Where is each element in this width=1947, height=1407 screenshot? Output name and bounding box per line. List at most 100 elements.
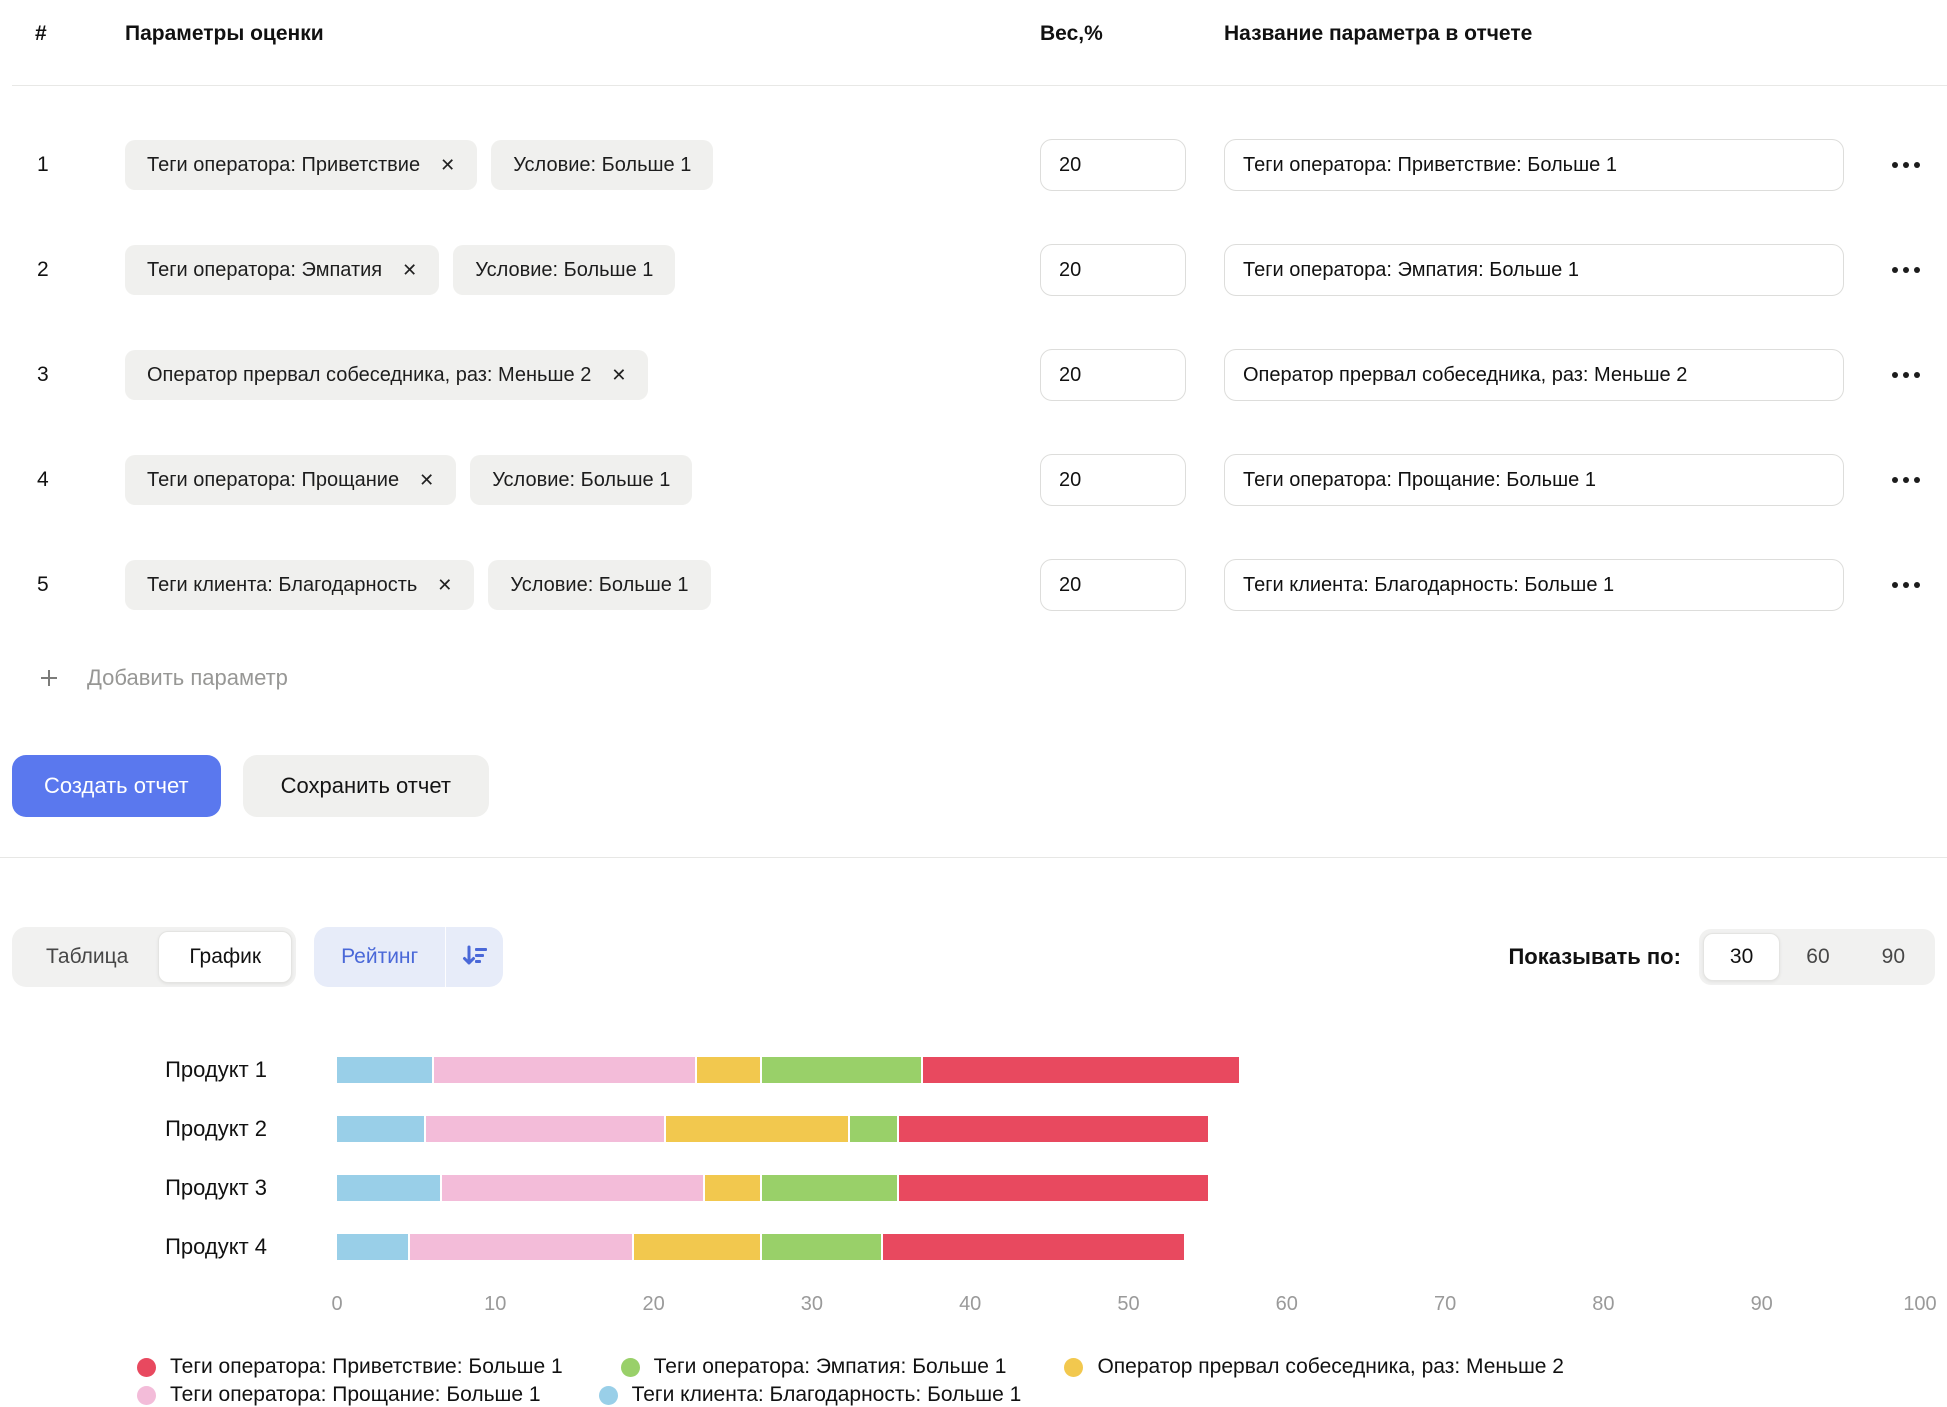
chart-bar-track <box>337 1234 1920 1260</box>
tab-chart[interactable]: График <box>158 931 293 983</box>
chart-x-axis: 0 10 20 30 40 50 60 70 80 90 100 <box>331 1293 1936 1319</box>
row-number: 2 <box>37 258 49 281</box>
condition-chip[interactable]: Условие: Больше 1 <box>453 245 676 295</box>
page-size-30[interactable]: 30 <box>1702 933 1781 981</box>
chart-row: Продукт 2 <box>12 1116 1947 1142</box>
parameter-tag-chip[interactable]: Теги оператора: Прощание ✕ <box>125 455 457 505</box>
condition-label: Условие: Больше 1 <box>492 468 671 491</box>
bar-segment <box>922 1057 1240 1083</box>
parameter-tag-label: Оператор прервал собеседника, раз: Меньш… <box>147 363 592 386</box>
axis-tick-label: 100 <box>1903 1293 1937 1315</box>
legend-item: Оператор прервал собеседника, раз: Меньш… <box>1064 1355 1564 1379</box>
weight-input[interactable] <box>1040 244 1186 296</box>
row-number: 5 <box>37 573 49 596</box>
bar-segment <box>337 1057 432 1083</box>
condition-label: Условие: Больше 1 <box>513 153 692 176</box>
bar-segment <box>426 1116 664 1142</box>
axis-tick-label: 40 <box>959 1293 982 1315</box>
report-name-input[interactable] <box>1224 559 1844 611</box>
table-row: 1 Теги оператора: Приветствие ✕ Условие:… <box>12 139 1947 191</box>
report-name-input[interactable] <box>1224 349 1844 401</box>
report-name-input[interactable] <box>1224 244 1844 296</box>
more-menu-button[interactable] <box>1882 572 1930 598</box>
parameter-tag-chip[interactable]: Теги оператора: Эмпатия ✕ <box>125 245 440 295</box>
weight-input[interactable] <box>1040 139 1186 191</box>
axis-tick-label: 80 <box>1592 1293 1615 1315</box>
rating-control: Рейтинг <box>314 927 504 987</box>
parameter-tag-chip[interactable]: Теги клиента: Благодарность ✕ <box>125 560 475 610</box>
axis-tick-label: 50 <box>1117 1293 1140 1315</box>
legend-label: Теги оператора: Эмпатия: Больше 1 <box>653 1355 1007 1378</box>
condition-chip[interactable]: Условие: Больше 1 <box>470 455 693 505</box>
legend-label: Оператор прервал собеседника, раз: Меньш… <box>1097 1355 1564 1378</box>
axis-tick-label: 30 <box>800 1293 824 1315</box>
chart-bar-track <box>337 1116 1920 1142</box>
more-menu-button[interactable] <box>1882 362 1930 388</box>
remove-tag-icon[interactable]: ✕ <box>419 470 435 490</box>
column-header-number: # <box>35 22 47 45</box>
parameter-tag-label: Теги оператора: Приветствие <box>147 153 421 176</box>
table-row: 2 Теги оператора: Эмпатия ✕ Условие: Бол… <box>12 244 1947 296</box>
weight-input[interactable] <box>1040 559 1186 611</box>
page-size-90[interactable]: 90 <box>1881 945 1905 968</box>
bar-segment <box>849 1116 898 1142</box>
tab-table[interactable]: Таблица <box>46 945 129 968</box>
plus-icon <box>37 666 61 690</box>
legend-color-dot <box>137 1385 156 1405</box>
bar-segment <box>410 1234 632 1260</box>
weight-input[interactable] <box>1040 454 1186 506</box>
parameter-tag-chip[interactable]: Теги оператора: Приветствие ✕ <box>125 140 478 190</box>
row-number: 1 <box>37 153 49 176</box>
row-number: 3 <box>37 363 49 386</box>
chart-row: Продукт 4 <box>12 1234 1947 1260</box>
rating-button[interactable]: Рейтинг <box>341 945 419 968</box>
chart-bar-track <box>337 1057 1920 1083</box>
bar-segment <box>665 1116 848 1142</box>
weight-input[interactable] <box>1040 349 1186 401</box>
bar-segment <box>762 1057 921 1083</box>
parameter-tag-label: Теги оператора: Прощание <box>147 468 400 491</box>
bar-segment <box>899 1116 1208 1142</box>
create-report-button[interactable]: Создать отчет <box>12 755 221 817</box>
chart-category-label: Продукт 1 <box>165 1057 267 1082</box>
remove-tag-icon[interactable]: ✕ <box>611 365 627 385</box>
table-row: 3 Оператор прервал собеседника, раз: Мен… <box>12 349 1947 401</box>
legend-item: Теги оператора: Эмпатия: Больше 1 <box>620 1355 1007 1379</box>
parameters-table-header: # Параметры оценки Вес,% Название параме… <box>12 0 1947 86</box>
table-row: 5 Теги клиента: Благодарность ✕ Условие:… <box>12 559 1947 611</box>
report-name-input[interactable] <box>1224 139 1844 191</box>
parameter-tag-chip[interactable]: Оператор прервал собеседника, раз: Меньш… <box>125 350 649 400</box>
condition-chip[interactable]: Условие: Больше 1 <box>488 560 711 610</box>
save-report-button[interactable]: Сохранить отчет <box>242 755 489 817</box>
condition-chip[interactable]: Условие: Больше 1 <box>491 140 714 190</box>
bar-segment <box>697 1057 761 1083</box>
bar-segment <box>633 1234 761 1260</box>
more-menu-button[interactable] <box>1882 467 1930 493</box>
remove-tag-icon[interactable]: ✕ <box>402 260 418 280</box>
more-menu-button[interactable] <box>1882 257 1930 283</box>
add-parameter-label: Добавить параметр <box>87 665 288 690</box>
axis-tick-label: 10 <box>484 1293 507 1315</box>
show-by-label: Показывать по: <box>1508 944 1681 969</box>
legend-row: Теги оператора: Приветствие: Больше 1 Тег… <box>137 1355 1947 1379</box>
axis-tick-label: 60 <box>1275 1293 1298 1315</box>
parameter-tag-label: Теги оператора: Эмпатия <box>147 258 383 281</box>
page-size-60[interactable]: 60 <box>1806 945 1830 968</box>
chart-row: Продукт 1 <box>12 1057 1947 1083</box>
more-menu-button[interactable] <box>1882 152 1930 178</box>
bar-segment <box>337 1175 440 1201</box>
bar-segment <box>337 1116 425 1142</box>
parameter-tag-label: Теги клиента: Благодарность <box>147 573 418 596</box>
add-parameter-button[interactable]: Добавить параметр <box>37 665 288 691</box>
remove-tag-icon[interactable]: ✕ <box>440 155 456 175</box>
legend-label: Теги оператора: Приветствие: Больше 1 <box>170 1355 563 1378</box>
condition-label: Условие: Больше 1 <box>510 573 689 596</box>
remove-tag-icon[interactable]: ✕ <box>437 575 453 595</box>
axis-tick-label: 90 <box>1750 1293 1773 1315</box>
report-name-input[interactable] <box>1224 454 1844 506</box>
sort-descending-icon[interactable] <box>445 927 503 987</box>
section-divider <box>0 857 1947 858</box>
legend-item: Теги оператора: Приветствие: Больше 1 <box>137 1355 563 1379</box>
view-switcher: Таблица График <box>12 927 297 987</box>
column-header-weight: Вес,% <box>1040 22 1103 45</box>
